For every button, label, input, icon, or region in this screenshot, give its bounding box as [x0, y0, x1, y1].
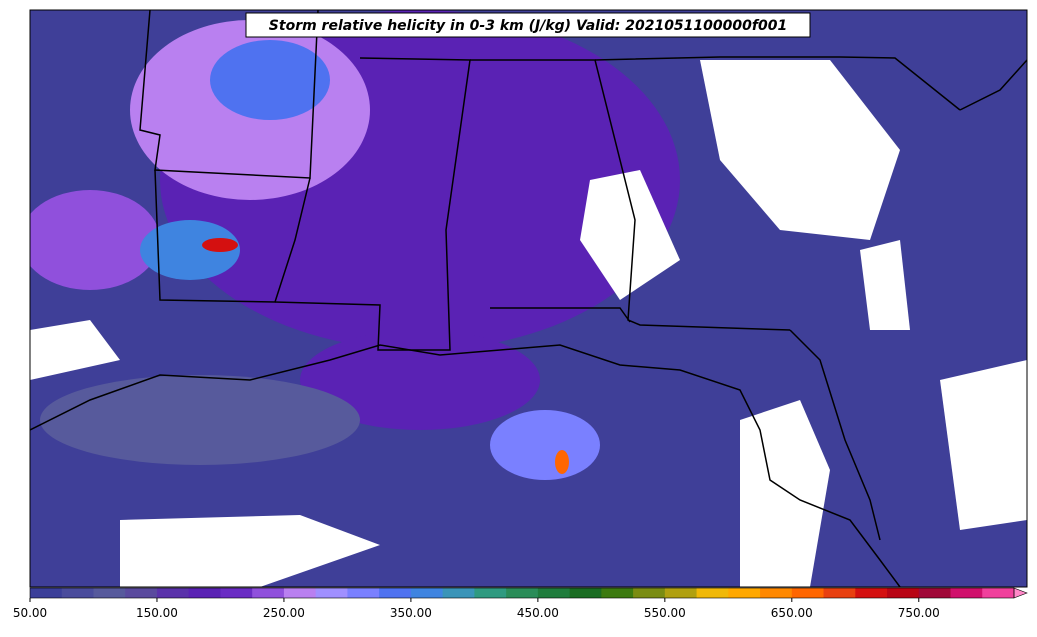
field-patch — [202, 238, 238, 252]
colorbar-swatch — [823, 588, 856, 598]
field-patch — [300, 330, 540, 430]
colorbar-swatch — [125, 588, 158, 598]
colorbar-swatch — [664, 588, 698, 598]
colorbar-swatch — [633, 588, 666, 598]
colorbar-swatch — [791, 588, 825, 598]
empty-area — [120, 515, 380, 587]
colorbar-swatch — [30, 588, 63, 598]
map-field — [30, 10, 1027, 587]
colorbar-swatch — [252, 588, 285, 598]
empty-area — [30, 320, 120, 380]
colorbar-swatch — [887, 588, 920, 598]
colorbar-swatch — [601, 588, 634, 598]
colorbar-tick-label: 150.00 — [136, 606, 178, 620]
colorbar-swatch — [188, 588, 221, 598]
colorbar-swatch — [569, 588, 602, 598]
colorbar-tick-label: 650.00 — [771, 606, 813, 620]
colorbar-tick-label: 50.00 — [13, 606, 47, 620]
colorbar-swatch — [220, 588, 253, 598]
colorbar-swatch — [442, 588, 475, 598]
colorbar-swatch — [855, 588, 888, 598]
colorbar-swatch — [410, 588, 444, 598]
colorbar-swatch — [760, 588, 793, 598]
colorbar-swatch — [379, 588, 412, 598]
colorbar-swatch — [918, 588, 952, 598]
colorbar-swatch — [156, 588, 190, 598]
plot-frame — [29, 9, 1028, 588]
colorbar-tick-label: 250.00 — [263, 606, 305, 620]
colorbar-swatch — [61, 588, 94, 598]
colorbar-tick-label: 750.00 — [898, 606, 940, 620]
colorbar-swatch — [315, 588, 348, 598]
colorbar-swatch — [93, 588, 126, 598]
colorbar-swatch — [347, 588, 380, 598]
empty-area — [700, 60, 900, 240]
empty-area — [860, 240, 910, 330]
field-patch — [210, 40, 330, 120]
field-patch — [490, 410, 600, 480]
empty-area — [740, 400, 830, 587]
colorbar-swatch — [537, 588, 571, 598]
colorbar-extend — [1013, 587, 1028, 599]
empty-area — [580, 170, 680, 300]
colorbar-swatch — [283, 588, 317, 598]
colorbar-tick-label: 350.00 — [390, 606, 432, 620]
colorbar-swatch — [950, 588, 983, 598]
chart-title: Storm relative helicity in 0-3 km (J/kg)… — [269, 18, 787, 34]
colorbar-tick-label: 450.00 — [517, 606, 559, 620]
colorbar-swatch — [474, 588, 507, 598]
state-borders — [30, 10, 1027, 587]
empty-area — [940, 360, 1027, 530]
colorbar-swatch — [506, 588, 539, 598]
colorbar-swatch — [982, 588, 1015, 598]
field-patch — [40, 375, 360, 465]
field-patch — [30, 190, 160, 290]
colorbar-tick-label: 550.00 — [644, 606, 686, 620]
colorbar-swatch — [696, 588, 729, 598]
colorbar-swatch — [728, 588, 761, 598]
field-patch — [555, 450, 569, 474]
field-patch — [140, 220, 240, 280]
title-box — [245, 12, 811, 38]
colorbar-frame — [29, 587, 1015, 599]
